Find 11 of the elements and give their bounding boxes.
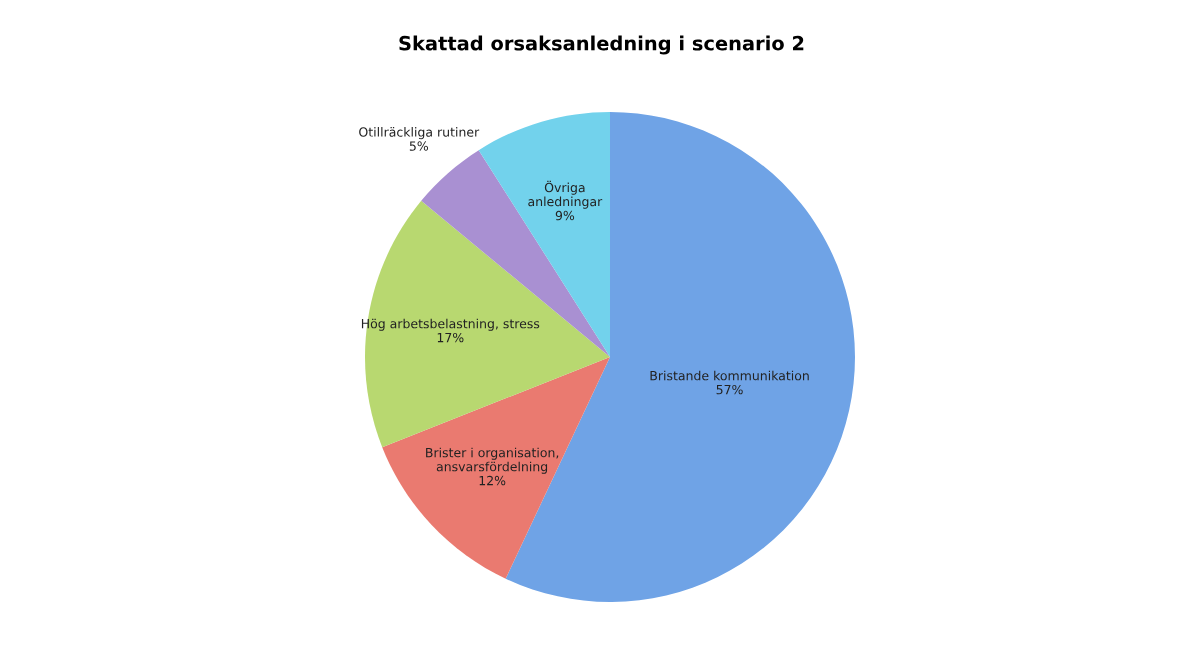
- slice-label: Otillräckliga rutiner: [359, 127, 480, 140]
- data-label: 57%: [716, 384, 743, 395]
- slice-label: Brister i organisation, ansvarsfördelning: [426, 447, 559, 474]
- data-label: 12%: [479, 475, 506, 486]
- slice-label: Bristande kommunikation: [650, 370, 809, 381]
- pie-slice: [382, 357, 610, 579]
- data-label: 5%: [409, 141, 429, 151]
- slice-label: Övriga anledningar: [528, 180, 603, 209]
- data-label: 9%: [555, 210, 575, 221]
- chart-title: Skattad orsaksanledning i scenario 2: [399, 35, 804, 55]
- data-label: 17%: [437, 332, 464, 343]
